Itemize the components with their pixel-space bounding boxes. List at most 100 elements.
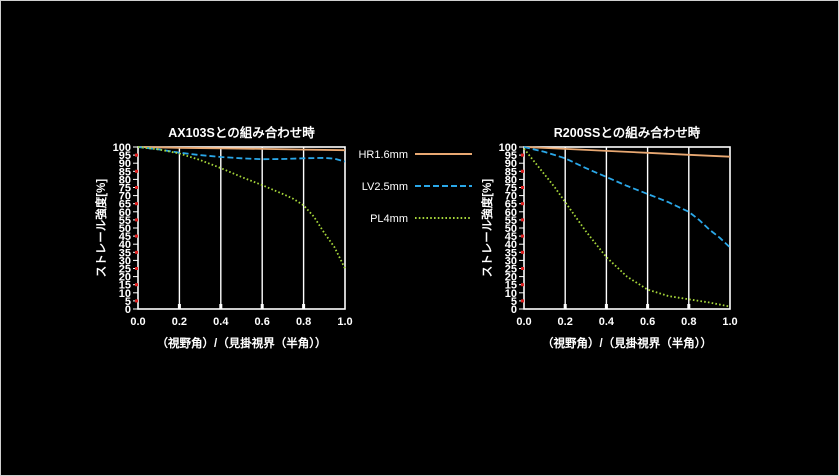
y-tick-mark — [521, 202, 524, 206]
y-axis-label: ストレール強度[%] — [94, 179, 108, 278]
y-tick-label: 100 — [113, 142, 131, 154]
y-tick-mark — [135, 153, 138, 157]
y-tick-label: 95 — [505, 150, 517, 162]
x-tick-label: 0.6 — [640, 316, 655, 328]
y-tick-label: 40 — [505, 239, 517, 251]
legend-label: PL4mm — [370, 213, 408, 225]
plot-frame — [523, 146, 731, 310]
y-tick-label: 85 — [119, 166, 131, 178]
y-tick-label: 40 — [119, 239, 131, 251]
chart-title: R200SSとの組み合わせ時 — [554, 125, 701, 140]
legend: HR1.6mm LV2.5mm PL4mm — [358, 149, 472, 225]
y-tick-label: 35 — [119, 247, 131, 259]
y-tick-mark — [135, 250, 138, 254]
y-tick-mark — [521, 267, 524, 270]
y-tick-mark — [521, 153, 524, 157]
y-tick-label: 90 — [505, 158, 517, 170]
y-tick-mark — [135, 186, 138, 189]
y-tick-label: 50 — [119, 223, 131, 235]
legend-label: HR1.6mm — [358, 149, 408, 161]
y-tick-label: 60 — [119, 207, 131, 219]
y-tick-label: 0 — [511, 304, 517, 316]
y-tick-label: 60 — [505, 207, 517, 219]
y-tick-label: 45 — [505, 231, 517, 243]
y-tick-label: 50 — [505, 223, 517, 235]
y-tick-label: 20 — [119, 272, 131, 284]
y-tick-label: 90 — [119, 158, 131, 170]
y-tick-mark — [135, 267, 138, 270]
y-tick-mark — [135, 169, 138, 173]
y-tick-mark — [521, 299, 524, 303]
y-tick-label: 100 — [499, 142, 517, 154]
x-axis-label: （視野角）/（見掛視界（半角）） — [157, 336, 327, 350]
x-tick-label: 0.0 — [130, 316, 145, 328]
y-tick-label: 20 — [505, 272, 517, 284]
grid-marker — [687, 304, 691, 309]
y-tick-label: 15 — [505, 280, 517, 292]
y-tick-mark — [135, 202, 138, 206]
y-tick-label: 10 — [119, 288, 131, 300]
x-tick-label: 0.8 — [296, 316, 311, 328]
series-line-hr1-6mm — [523, 146, 731, 158]
x-tick-label: 0.6 — [255, 316, 270, 328]
x-axis-label: （視野角）/（見掛視界（半角）） — [542, 336, 712, 350]
y-tick-mark — [521, 250, 524, 254]
y-tick-mark — [521, 169, 524, 173]
x-tick-label: 0.8 — [681, 316, 696, 328]
series-line-pl4mm — [137, 146, 346, 269]
x-tick-label: 0.0 — [516, 316, 531, 328]
x-tick-label: 1.0 — [337, 316, 352, 328]
y-tick-label: 15 — [119, 280, 131, 292]
y-tick-label: 80 — [119, 174, 131, 186]
y-tick-label: 5 — [511, 296, 517, 308]
y-tick-label: 70 — [505, 191, 517, 203]
grid-marker — [260, 304, 264, 309]
grid-marker — [646, 304, 650, 309]
series-line-pl4mm — [523, 148, 731, 308]
y-tick-label: 25 — [505, 264, 517, 276]
grid-marker — [604, 304, 608, 309]
y-tick-label: 5 — [125, 296, 131, 308]
y-tick-mark — [521, 283, 524, 287]
legend-label: LV2.5mm — [362, 181, 408, 193]
y-tick-label: 55 — [119, 215, 131, 227]
x-tick-label: 0.4 — [213, 316, 229, 328]
y-tick-label: 30 — [505, 255, 517, 267]
y-tick-mark — [135, 283, 138, 287]
grid-marker — [563, 304, 567, 309]
chart-r200ss: 0510152025303540455055606570758085909510… — [480, 125, 738, 350]
y-tick-label: 75 — [119, 183, 131, 195]
chart-title: AX103Sとの組み合わせ時 — [168, 125, 315, 140]
plot-frame — [137, 146, 346, 310]
y-tick-mark — [135, 218, 138, 222]
series-line-lv2-5mm — [523, 146, 731, 249]
y-tick-label: 35 — [505, 247, 517, 259]
y-tick-mark — [135, 234, 138, 238]
x-tick-label: 1.0 — [722, 316, 737, 328]
y-axis-label: ストレール強度[%] — [480, 179, 494, 278]
y-tick-label: 85 — [505, 166, 517, 178]
x-tick-label: 0.2 — [172, 316, 187, 328]
y-tick-label: 80 — [505, 174, 517, 186]
y-tick-label: 45 — [119, 231, 131, 243]
grid-marker — [177, 304, 181, 309]
y-tick-label: 75 — [505, 183, 517, 195]
y-tick-mark — [521, 186, 524, 189]
y-tick-mark — [521, 218, 524, 222]
y-tick-label: 10 — [505, 288, 517, 300]
y-tick-label: 30 — [119, 255, 131, 267]
x-tick-label: 0.2 — [558, 316, 573, 328]
chart-ax103s: 0510152025303540455055606570758085909510… — [94, 125, 353, 350]
y-tick-label: 65 — [505, 199, 517, 211]
series-line-hr1-6mm — [137, 146, 346, 152]
y-tick-label: 70 — [119, 191, 131, 203]
x-tick-label: 0.4 — [599, 316, 615, 328]
y-tick-mark — [521, 234, 524, 238]
y-tick-mark — [135, 299, 138, 303]
y-tick-label: 65 — [119, 199, 131, 211]
y-tick-label: 25 — [119, 264, 131, 276]
grid-marker — [302, 304, 306, 309]
y-tick-label: 95 — [119, 150, 131, 162]
